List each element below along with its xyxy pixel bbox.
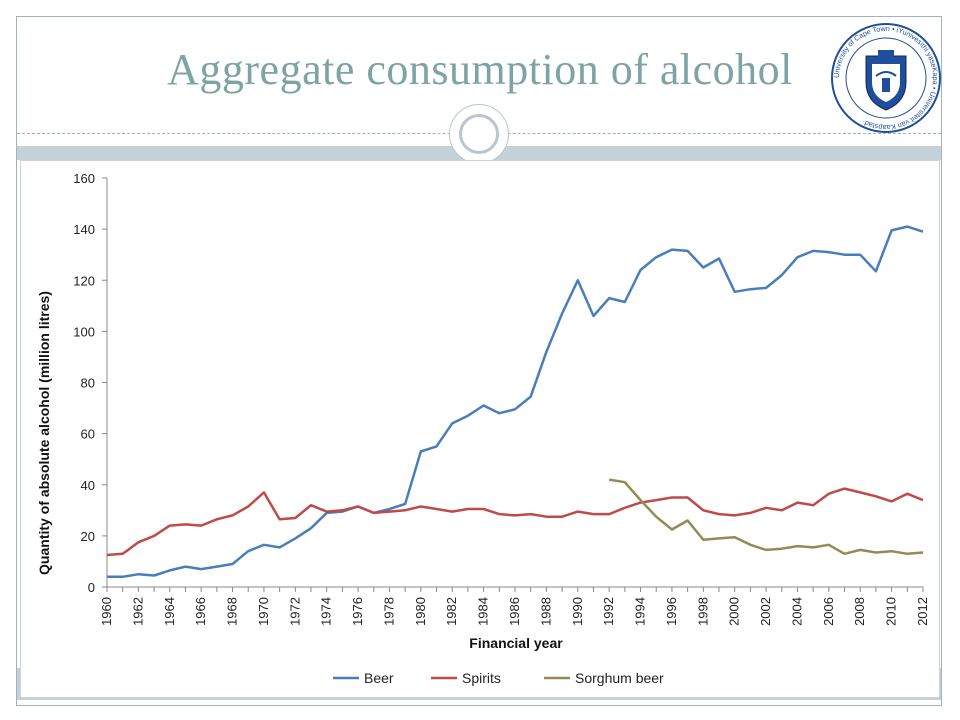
x-tick-label: 2004 [789, 597, 804, 626]
chart-legend: Beer Spirits Sorghum beer [333, 670, 664, 686]
university-logo: University of Cape Town • iYunivesithi y… [831, 23, 941, 133]
x-tick-label: 1968 [225, 597, 240, 626]
series-line-sorghum-beer [608, 478, 924, 556]
x-tick-label: 1978 [381, 597, 396, 626]
x-tick-label: 1964 [162, 597, 177, 626]
x-tick-label: 1974 [319, 597, 334, 626]
y-tick-label: 120 [73, 273, 95, 288]
legend-label-sorghum-beer: Sorghum beer [575, 670, 664, 686]
y-axis: 0 20 40 60 80 100 120 140 160 [73, 171, 108, 595]
y-tick-label: 140 [73, 222, 95, 237]
x-tick-label: 2000 [727, 597, 742, 626]
x-tick-label: 1960 [99, 597, 114, 626]
y-tick-label: 0 [88, 580, 95, 595]
x-tick-label: 1966 [193, 597, 208, 626]
legend-label-beer: Beer [364, 670, 394, 686]
y-tick-label: 40 [81, 478, 95, 493]
x-tick-label: 2012 [915, 597, 930, 626]
series-line-beer [107, 225, 924, 579]
x-tick-label: 2002 [758, 597, 773, 626]
x-axis-label: Financial year [469, 635, 563, 651]
page-title: Aggregate consumption of alcohol [167, 45, 793, 94]
legend-label-spirits: Spirits [462, 670, 501, 686]
x-tick-label: 1972 [287, 597, 302, 626]
x-tick-label: 1990 [570, 597, 585, 626]
x-tick-label: 1994 [633, 597, 648, 626]
series-layer [106, 225, 924, 579]
y-tick-label: 160 [73, 171, 95, 186]
x-tick-label: 1996 [664, 597, 679, 626]
x-tick-label: 1962 [130, 597, 145, 626]
y-tick-label: 80 [81, 376, 95, 391]
y-tick-label: 20 [81, 529, 95, 544]
x-tick-label: 1984 [476, 597, 491, 626]
x-tick-label: 1998 [695, 597, 710, 626]
x-axis: 1960 1962 1964 1966 1968 1970 1972 1974 1976 1978… [99, 586, 930, 626]
chart-container: 0 20 40 60 80 100 120 140 160 1960 1962 1964 1966 19… [20, 160, 940, 698]
series-line-spirits [106, 487, 924, 557]
x-tick-label: 1980 [413, 597, 428, 626]
x-tick-label: 1986 [507, 597, 522, 626]
y-axis-label: Quantity of absolute alcohol (million li… [36, 291, 52, 575]
x-tick-label: 1970 [256, 597, 271, 626]
x-tick-label: 2006 [821, 597, 836, 626]
x-tick-label: 2008 [852, 597, 867, 626]
x-tick-label: 1988 [538, 597, 553, 626]
x-tick-label: 2010 [884, 597, 899, 626]
y-tick-label: 60 [81, 427, 95, 442]
x-tick-label: 1976 [350, 597, 365, 626]
x-tick-label: 1982 [444, 597, 459, 626]
x-tick-label: 1992 [601, 597, 616, 626]
divider-ornament-ring [459, 114, 499, 154]
y-tick-label: 100 [73, 324, 95, 339]
